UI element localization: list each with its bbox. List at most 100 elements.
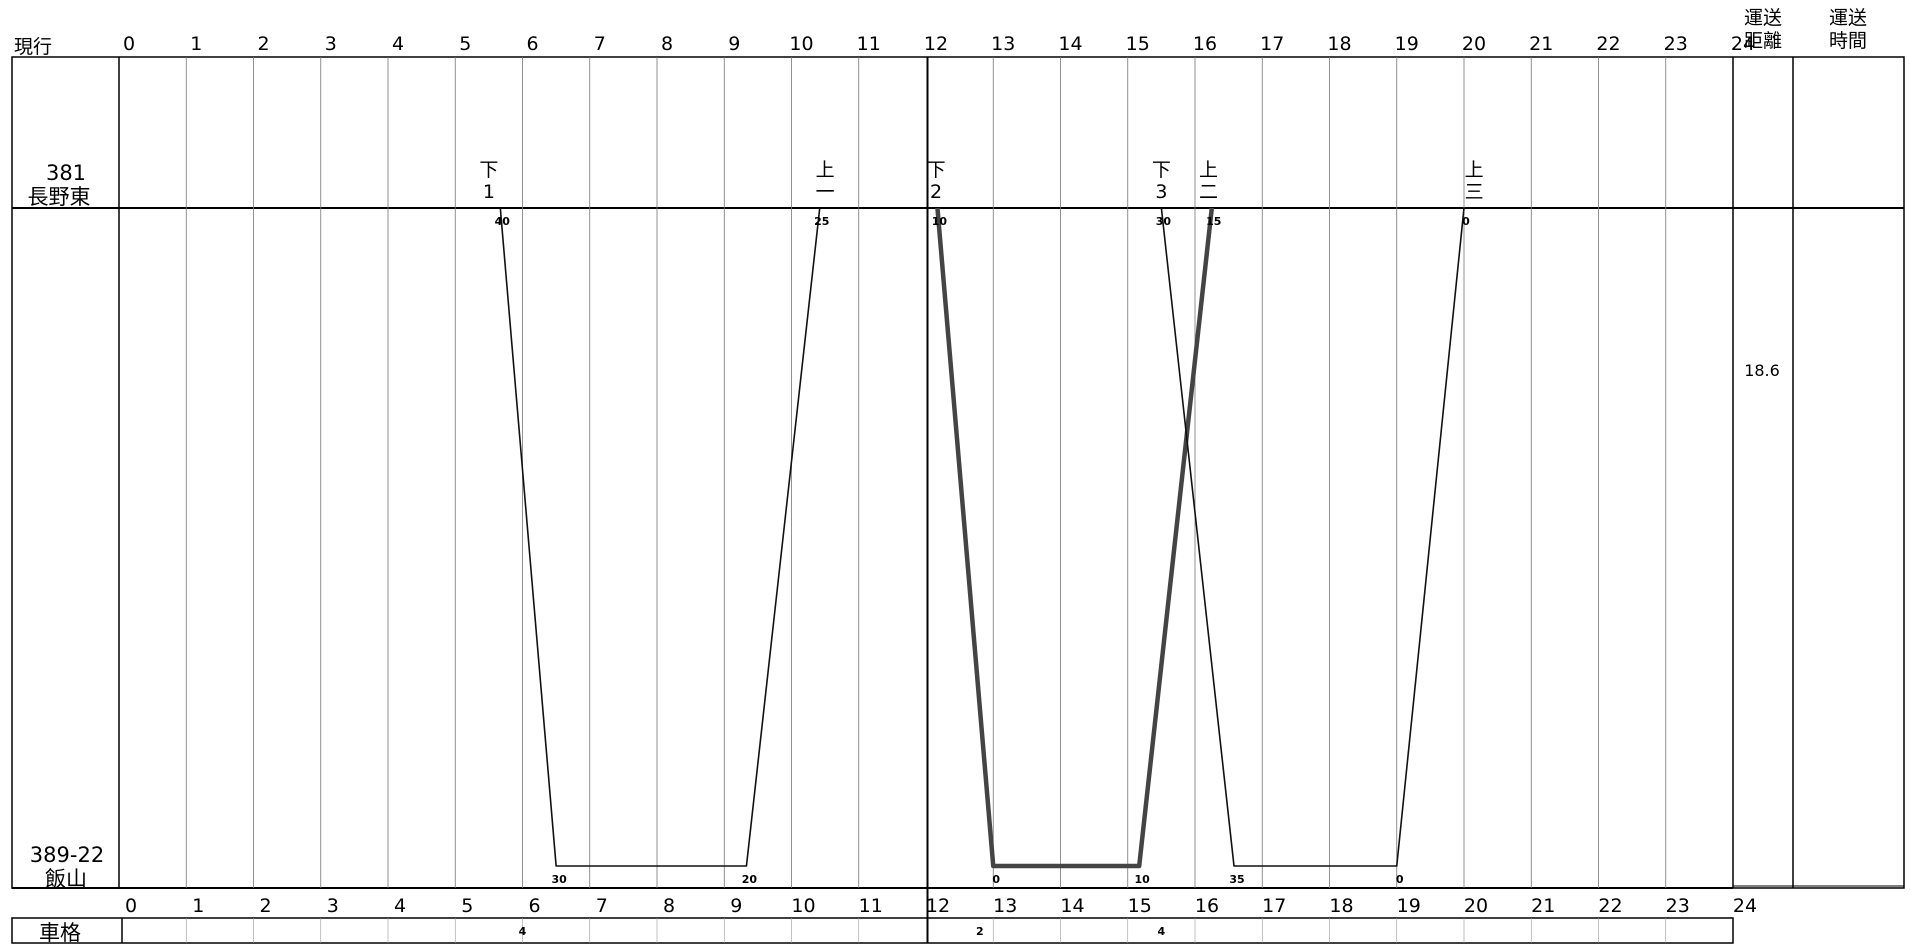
hour-label-bottom: 10 — [791, 895, 815, 917]
train-mark: 二 — [1199, 181, 1218, 203]
train-line — [499, 207, 821, 867]
distance-label-line1: 運送 — [1744, 7, 1782, 29]
hour-label-top: 18 — [1327, 33, 1351, 55]
hour-label-top: 12 — [924, 33, 948, 55]
footer-value: 4 — [1158, 925, 1166, 938]
distance-value: 18.6 — [1744, 361, 1780, 380]
footer-values: 4 2 4 — [519, 925, 1166, 938]
minute-label: 30 — [1156, 215, 1172, 228]
minute-label: 20 — [742, 873, 758, 886]
hour-label-bottom: 15 — [1128, 895, 1152, 917]
hour-label-top: 7 — [594, 33, 606, 55]
train-mark: 三 — [1465, 181, 1484, 203]
minute-label: 0 — [1462, 215, 1470, 228]
minute-label: 40 — [495, 215, 511, 228]
hour-label-bottom: 3 — [327, 895, 339, 917]
train-mark: 下 — [1152, 159, 1171, 181]
hour-label-top: 4 — [392, 33, 404, 55]
train-mark: 上 — [816, 159, 835, 181]
frame — [11, 56, 1905, 944]
train-mark: 一 — [816, 181, 835, 203]
hour-label-bottom: 18 — [1329, 895, 1353, 917]
hour-label-top: 10 — [789, 33, 813, 55]
bottom-station-name: 飯山 — [45, 867, 87, 891]
hour-label-top: 21 — [1529, 33, 1553, 55]
hour-label-top: 8 — [661, 33, 673, 55]
hour-label-top: 22 — [1596, 33, 1620, 55]
top-station-name: 長野東 — [28, 185, 91, 209]
hour-label-bottom: 9 — [730, 895, 742, 917]
train-mark: 2 — [930, 181, 942, 203]
hour-label-bottom: 21 — [1531, 895, 1555, 917]
minute-label: 25 — [814, 215, 829, 228]
hour-label-bottom: 8 — [663, 895, 675, 917]
hour-label-bottom: 0 — [125, 895, 137, 917]
hour-label-top: 2 — [257, 33, 269, 55]
train-mark: 下 — [479, 159, 498, 181]
train-mark: 1 — [483, 181, 495, 203]
hour-grid — [185, 57, 1667, 943]
minute-label: 0 — [1396, 873, 1404, 886]
minute-label: 15 — [1206, 215, 1221, 228]
train-mark: 下 — [927, 159, 946, 181]
train-line — [1160, 207, 1465, 867]
train-lines — [499, 207, 1465, 869]
minute-label: 10 — [1135, 873, 1151, 886]
hour-label-bottom: 5 — [461, 895, 473, 917]
hour-label-top: 0 — [123, 33, 135, 55]
footer-frame — [11, 917, 1734, 944]
train-mark: 上 — [1465, 159, 1484, 181]
hour-label-top: 1 — [190, 33, 202, 55]
hour-label-bottom: 23 — [1666, 895, 1690, 917]
time-label-line1: 運送 — [1829, 7, 1867, 29]
hour-label-bottom: 14 — [1060, 895, 1084, 917]
bottom-station-code: 389-22 — [30, 843, 104, 867]
minute-label: 10 — [932, 215, 948, 228]
hour-label-top: 20 — [1462, 33, 1486, 55]
hour-label-bottom: 12 — [926, 895, 950, 917]
hour-label-top: 3 — [325, 33, 337, 55]
hour-label-bottom: 7 — [596, 895, 608, 917]
hour-label-bottom: 24 — [1733, 895, 1757, 917]
hour-label-bottom: 11 — [859, 895, 883, 917]
hour-label-bottom: 17 — [1262, 895, 1286, 917]
hour-label-top: 5 — [459, 33, 471, 55]
hour-label-top: 15 — [1126, 33, 1150, 55]
hour-label-top: 23 — [1664, 33, 1688, 55]
hour-label-bottom: 16 — [1195, 895, 1219, 917]
hour-label-bottom: 1 — [192, 895, 204, 917]
row-label: 現行 — [14, 36, 52, 58]
hour-label-bottom: 2 — [259, 895, 271, 917]
hour-label-top: 17 — [1260, 33, 1284, 55]
hour-label-top: 24 — [1731, 33, 1755, 55]
hour-label-bottom: 4 — [394, 895, 406, 917]
minute-label: 35 — [1229, 873, 1244, 886]
hour-label-top: 13 — [991, 33, 1015, 55]
train-mark: 3 — [1155, 181, 1167, 203]
distance-label-line2: 距離 — [1744, 30, 1782, 52]
hour-label-bottom: 13 — [993, 895, 1017, 917]
minute-label: 0 — [992, 873, 1000, 886]
hour-label-top: 9 — [728, 33, 740, 55]
hour-label-top: 19 — [1395, 33, 1419, 55]
train-line — [935, 207, 1215, 869]
minute-labels: 40 30 20 25 10 0 10 15 30 35 0 0 — [495, 215, 1471, 886]
hour-label-top: 16 — [1193, 33, 1217, 55]
footer-value: 4 — [519, 925, 527, 938]
hour-label-top: 14 — [1058, 33, 1082, 55]
footer-value: 2 — [976, 925, 984, 938]
hour-axis-bottom: 0 1 2 3 4 5 6 7 8 9 10 11 12 13 14 15 16 17 18 19 20 21 22 23 24 — [125, 895, 1757, 917]
train-mark: 上 — [1199, 159, 1218, 181]
hour-label-bottom: 20 — [1464, 895, 1488, 917]
hour-label-top: 6 — [526, 33, 538, 55]
hour-label-bottom: 6 — [528, 895, 540, 917]
hour-label-top: 11 — [857, 33, 881, 55]
minute-label: 30 — [551, 873, 567, 886]
hour-axis-top: 0 1 2 3 4 5 6 7 8 9 10 11 12 13 14 15 16 17 18 19 20 21 22 23 24 — [123, 33, 1755, 55]
top-station-code: 381 — [46, 161, 86, 185]
hour-label-bottom: 22 — [1598, 895, 1622, 917]
hour-label-bottom: 19 — [1397, 895, 1421, 917]
footer-label: 車格 — [39, 921, 81, 945]
